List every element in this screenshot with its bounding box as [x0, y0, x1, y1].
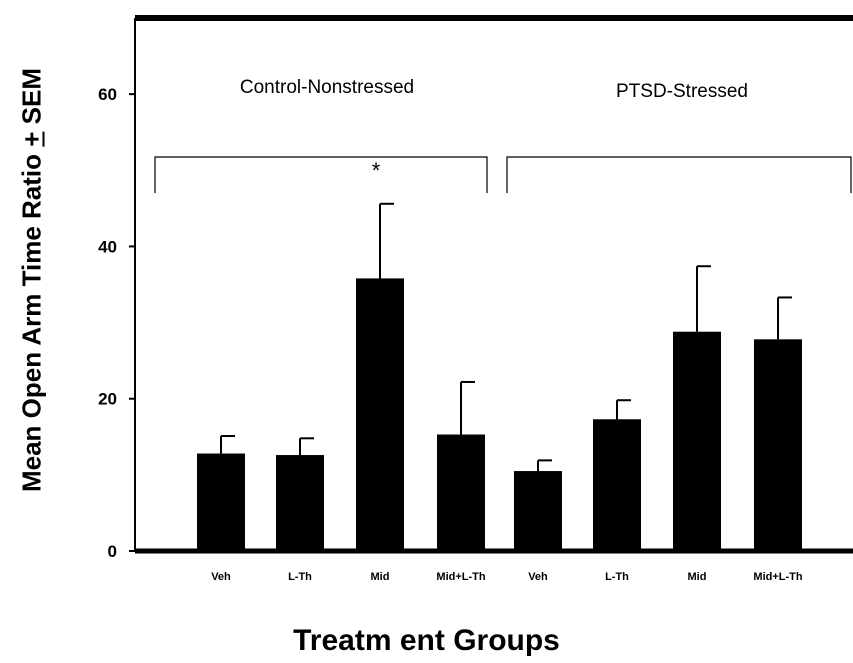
error-bars — [220, 202, 792, 472]
x-tick-label: Veh — [528, 571, 548, 583]
bar — [197, 453, 245, 551]
x-tick-label: Veh — [211, 571, 231, 583]
bar — [754, 339, 802, 551]
bar — [437, 434, 485, 551]
x-tick-label: Mid — [688, 571, 707, 583]
y-tick-label: 0 — [108, 542, 117, 561]
x-tick-labels: Veh L-Th Mid Mid+L-Th Veh L-Th Mid Mid+L-Th — [211, 571, 803, 583]
bar — [276, 455, 324, 551]
axes — [134, 15, 853, 554]
x-tick-label: Mid+L-Th — [436, 571, 485, 583]
bar — [356, 278, 404, 551]
y-tick-label: 20 — [98, 390, 117, 409]
x-tick-label: L-Th — [288, 571, 312, 583]
bar — [514, 471, 562, 551]
bracket-ptsd — [506, 156, 852, 193]
y-ticks: 0 20 40 60 — [98, 85, 135, 561]
x-tick-label: Mid — [371, 571, 390, 583]
y-tick-label: 40 — [98, 237, 117, 256]
bar — [673, 331, 721, 551]
significance-marker: * — [372, 158, 381, 183]
y-tick-label: 60 — [98, 85, 117, 104]
group-label-control: Control-Nonstressed — [239, 77, 415, 98]
bars — [197, 278, 802, 551]
x-tick-label: Mid+L-Th — [753, 571, 802, 583]
bracket-control — [154, 156, 488, 193]
x-tick-label: L-Th — [605, 571, 629, 583]
group-brackets — [154, 156, 852, 193]
x-axis-label: Treatm ent Groups — [293, 624, 560, 657]
bar — [593, 419, 641, 551]
y-axis-label: Mean Open Arm Time Ratio + SEM — [16, 67, 47, 493]
group-label-ptsd: PTSD-Stressed — [616, 81, 748, 102]
